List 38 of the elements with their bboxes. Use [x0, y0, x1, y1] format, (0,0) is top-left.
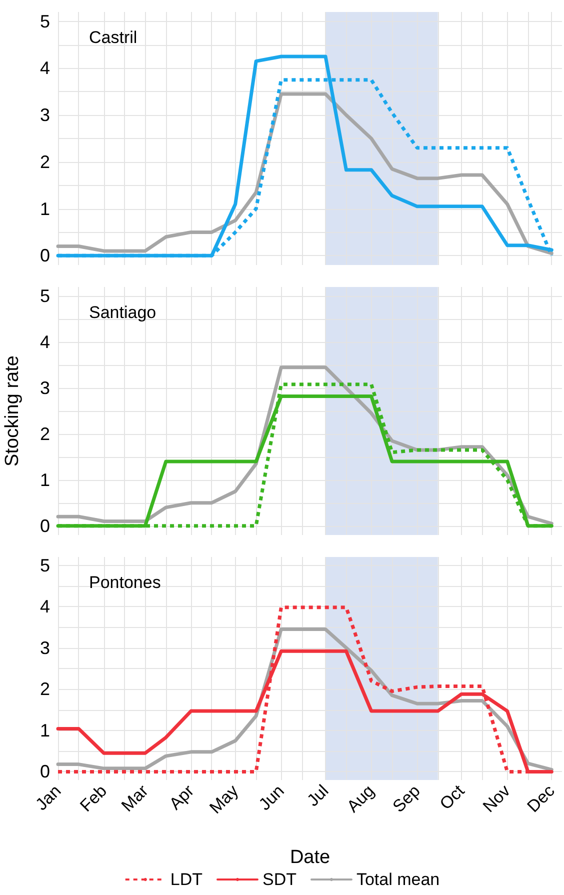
x-tick-label: Sep [389, 781, 424, 816]
x-tick-label: Jan [32, 781, 65, 814]
x-axis-title: Date [290, 847, 330, 868]
y-tick-label: 0 [40, 516, 50, 536]
text: Pontones [89, 573, 161, 592]
legend-label: LDT [170, 870, 202, 889]
y-tick-label: 1 [40, 720, 50, 740]
y-tick-label: 3 [40, 378, 50, 398]
x-tick-label: Oct [436, 781, 468, 814]
y-tick-label: 4 [40, 332, 50, 352]
y-tick-label: 4 [40, 596, 50, 617]
y-tick-label: 0 [40, 246, 50, 266]
text: Castril [89, 28, 138, 47]
x-tick-label: Jul [303, 781, 332, 810]
y-tick-label: 3 [40, 105, 50, 126]
text: Santiago [89, 303, 156, 322]
x-tick-label: Jun [255, 781, 288, 814]
x-tick-label: Mar [118, 781, 152, 816]
y-tick-label: 0 [40, 762, 50, 782]
y-tick-label: 5 [40, 11, 50, 32]
y-tick-label: 2 [40, 679, 50, 700]
x-tick-label: Apr [166, 781, 198, 814]
y-axis-title: Stocking rate [2, 356, 23, 466]
x-tick-label: Feb [76, 781, 111, 816]
x-tick-label: Aug [343, 781, 378, 816]
y-tick-label: 4 [40, 58, 50, 78]
legend-label: SDT [262, 870, 296, 889]
y-tick-label: 5 [40, 286, 50, 306]
x-tick-label: Dec [524, 780, 559, 816]
legend-label: Total mean [356, 870, 440, 889]
y-tick-label: 1 [40, 470, 50, 490]
x-tick-label: May [206, 780, 242, 818]
y-tick-label: 5 [40, 555, 50, 576]
y-tick-label: 2 [40, 424, 50, 444]
y-tick-label: 1 [40, 198, 50, 219]
y-tick-label: 2 [40, 152, 50, 172]
y-tick-label: 3 [40, 638, 50, 658]
x-tick-label: Nov [479, 780, 514, 816]
